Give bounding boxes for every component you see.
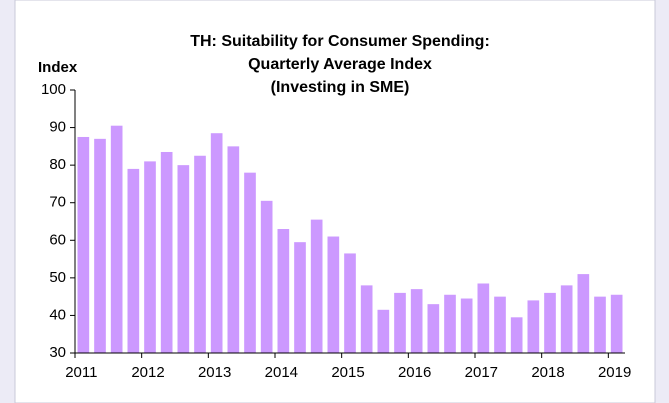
bar bbox=[394, 292, 406, 353]
bar bbox=[444, 294, 456, 353]
y-axis-label: Index bbox=[38, 59, 78, 76]
y-tick-label: 60 bbox=[49, 231, 66, 248]
x-tick-label: 2019 bbox=[598, 364, 631, 381]
bar bbox=[610, 294, 623, 353]
bar bbox=[110, 125, 123, 353]
bar bbox=[94, 138, 106, 353]
y-tick-label: 100 bbox=[41, 81, 66, 98]
bar bbox=[210, 133, 223, 353]
bar bbox=[594, 296, 606, 353]
bar bbox=[327, 236, 340, 353]
bar bbox=[477, 283, 490, 353]
bar bbox=[494, 296, 506, 353]
bar bbox=[560, 285, 573, 353]
bar bbox=[260, 200, 273, 353]
bar bbox=[227, 146, 240, 353]
bar bbox=[427, 304, 440, 353]
y-tick-label: 80 bbox=[49, 156, 66, 173]
chart-title: (Investing in SME) bbox=[271, 79, 410, 96]
y-tick-label: 90 bbox=[49, 119, 66, 136]
bar bbox=[160, 151, 173, 353]
bar bbox=[177, 165, 190, 353]
bar bbox=[144, 161, 156, 353]
x-tick-label: 2013 bbox=[198, 364, 231, 381]
bar bbox=[127, 168, 140, 353]
x-tick-label: 2018 bbox=[531, 364, 564, 381]
x-tick-label: 2016 bbox=[398, 364, 431, 381]
bar bbox=[377, 309, 390, 353]
chart-title: Quarterly Average Index bbox=[248, 56, 432, 73]
x-tick-label: 2011 bbox=[65, 364, 97, 381]
bar bbox=[244, 172, 256, 353]
x-tick-label: 2014 bbox=[265, 364, 298, 381]
y-tick-label: 70 bbox=[49, 194, 66, 211]
bar bbox=[194, 155, 206, 353]
bar bbox=[510, 317, 523, 353]
x-tick-label: 2017 bbox=[465, 364, 498, 381]
bar bbox=[460, 298, 473, 353]
bar bbox=[360, 285, 373, 353]
x-tick-label: 2012 bbox=[131, 364, 164, 381]
y-tick-label: 30 bbox=[49, 344, 66, 361]
bar bbox=[410, 289, 423, 353]
bar bbox=[544, 292, 556, 353]
bar bbox=[277, 229, 290, 353]
bar bbox=[294, 242, 306, 353]
x-tick-label: 2015 bbox=[331, 364, 364, 381]
bar bbox=[577, 274, 590, 353]
y-tick-label: 40 bbox=[49, 306, 66, 323]
chart-title: TH: Suitability for Consumer Spending: bbox=[190, 33, 490, 50]
bar bbox=[310, 219, 323, 353]
bar bbox=[527, 300, 540, 353]
y-tick-label: 50 bbox=[49, 269, 66, 286]
bar bbox=[344, 253, 356, 353]
bar bbox=[77, 136, 90, 353]
